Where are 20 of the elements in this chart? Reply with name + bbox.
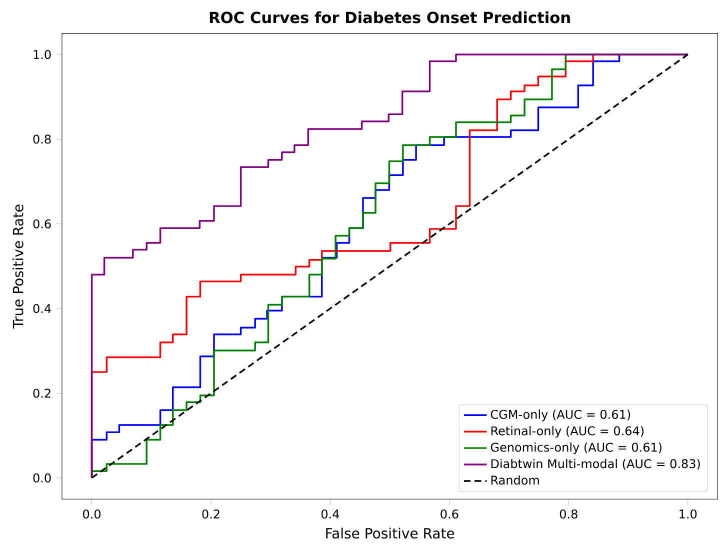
- legend-label: Diabtwin Multi-modal (AUC = 0.83): [491, 458, 700, 470]
- x-tick-label: 0.8: [560, 509, 578, 519]
- x-axis-title: False Positive Rate: [326, 528, 454, 538]
- x-tick-label: 1.0: [680, 509, 697, 519]
- y-axis-title: True Positive Rate: [12, 204, 24, 329]
- legend-label: Genomics-only (AUC = 0.61): [490, 442, 662, 454]
- legend-label: Retinal-only (AUC = 0.64): [491, 426, 644, 438]
- y-tick-label: 0.4: [33, 304, 51, 314]
- y-tick-label: 0.6: [33, 219, 51, 228]
- x-tick-label: 0.4: [321, 509, 340, 519]
- y-tick-label: 0.8: [33, 134, 51, 144]
- y-tick-label: 1.0: [34, 50, 51, 59]
- y-tick-label: 0.0: [33, 473, 51, 482]
- y-tick-label: 0.2: [33, 388, 50, 398]
- legend-label: Random: [491, 475, 539, 485]
- x-tick-label: 0.6: [440, 509, 458, 519]
- chart-title: ROC Curves for Diabetes Onset Prediction: [210, 11, 570, 24]
- x-tick-label: 0.2: [202, 509, 220, 519]
- x-tick-label: 0.0: [83, 509, 101, 519]
- legend-label: CGM-only (AUC = 0.61): [490, 410, 630, 422]
